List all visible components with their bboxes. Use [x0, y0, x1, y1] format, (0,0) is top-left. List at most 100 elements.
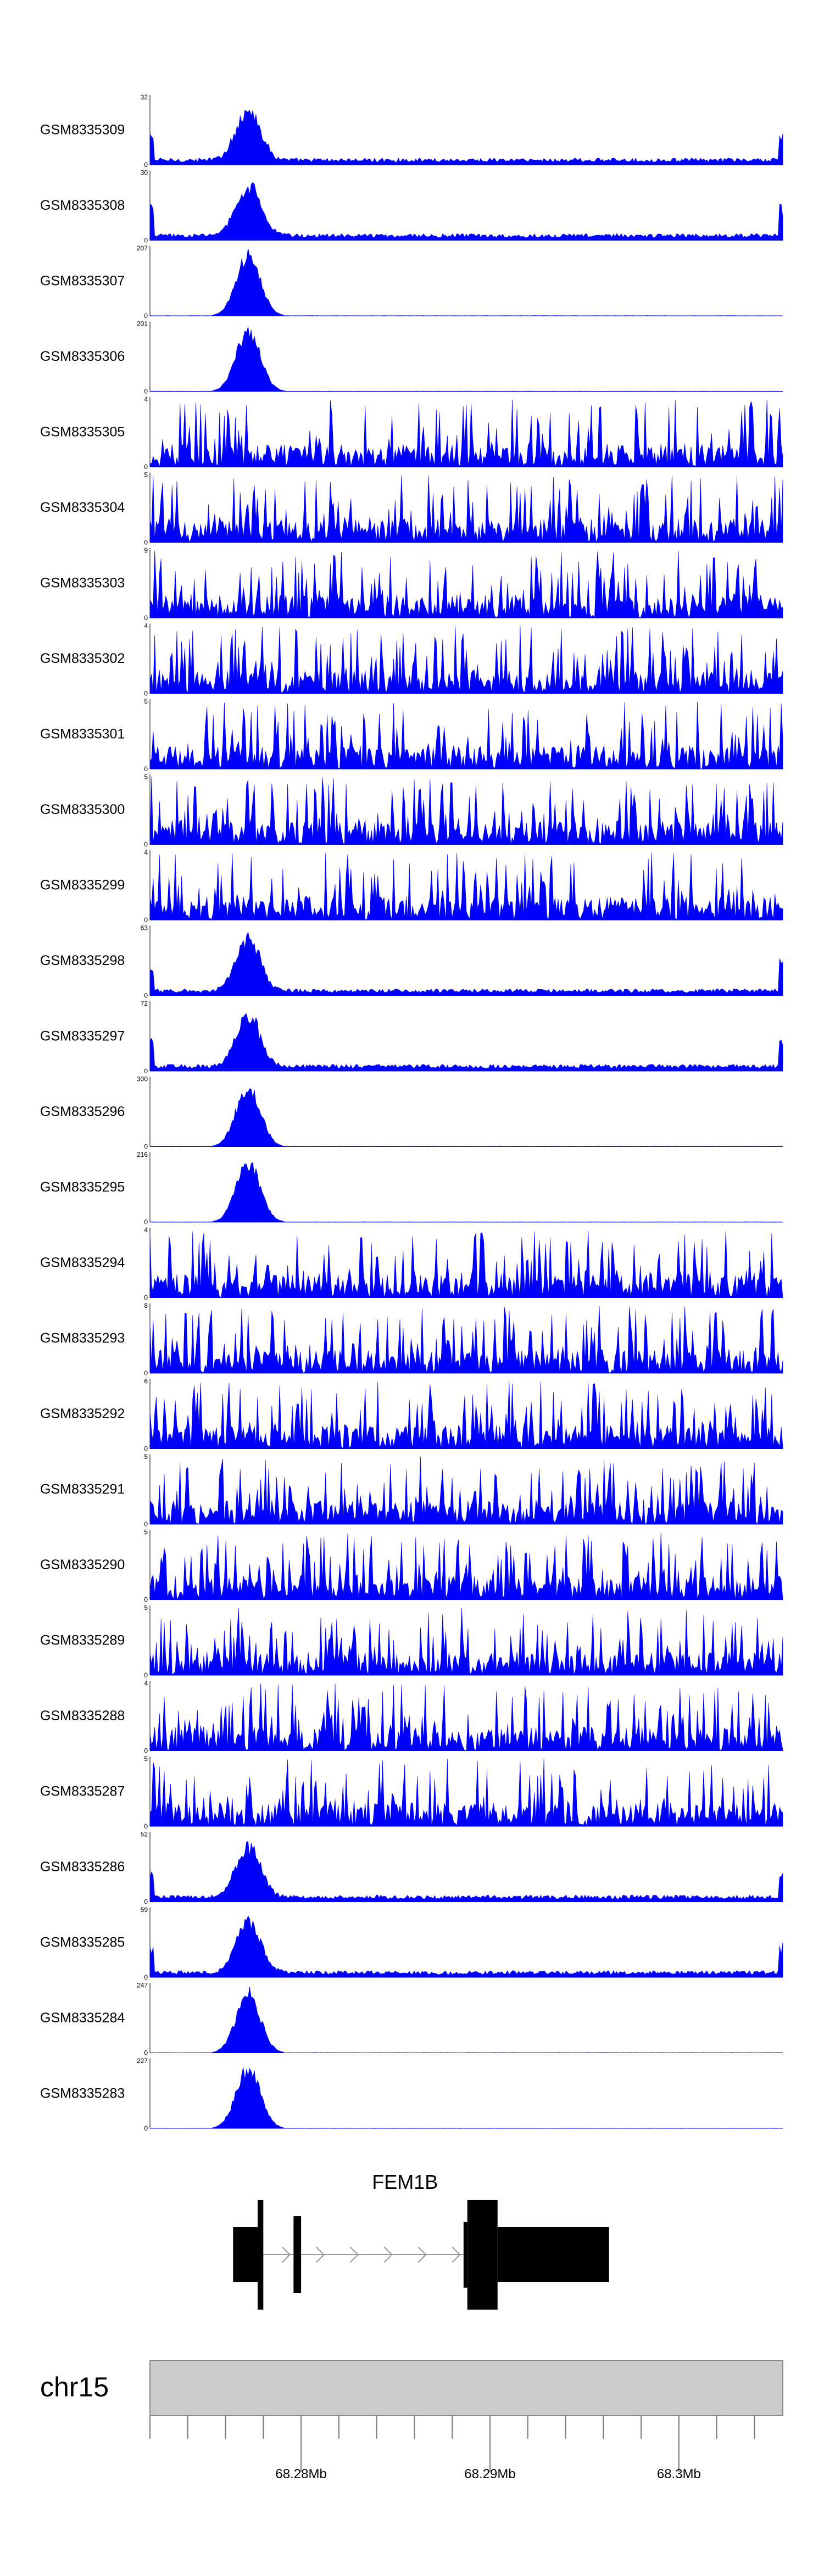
track-gsm8335289: GSM8335289 5 0 [40, 1604, 783, 1679]
track-gsm8335302: GSM8335302 4 0 [40, 622, 783, 698]
y-min-label: 0 [144, 463, 148, 471]
chromosome-band [149, 2360, 783, 2416]
track-gsm8335288: GSM8335288 4 0 [40, 1680, 783, 1755]
track-label: GSM8335303 [40, 576, 125, 591]
signal-area [149, 1759, 783, 1827]
track-gsm8335293: GSM8335293 8 0 [40, 1302, 783, 1377]
signal-area [149, 1532, 783, 1601]
track-label: GSM8335292 [40, 1406, 125, 1421]
y-min-label: 0 [144, 1822, 148, 1830]
strand-arrow [349, 2246, 359, 2263]
track-label: GSM8335309 [40, 122, 125, 138]
y-max-label: 52 [141, 1831, 148, 1838]
track-gsm8335296: GSM8335296 300 0 [40, 1075, 783, 1151]
y-min-label: 0 [144, 2125, 148, 2132]
exon-block [293, 2216, 302, 2293]
gene-name: FEM1B [372, 2171, 438, 2193]
y-max-label: 32 [141, 93, 148, 101]
signal-area [149, 852, 783, 921]
y-max-label: 72 [141, 1000, 148, 1007]
y-max-label: 63 [141, 924, 148, 932]
track-gsm8335306: GSM8335306 201 0 [40, 320, 783, 395]
track-gsm8335291: GSM8335291 5 0 [40, 1453, 783, 1528]
y-max-label: 227 [137, 2057, 148, 2065]
track-gsm8335300: GSM8335300 5 0 [40, 773, 783, 849]
track-gsm8335295: GSM8335295 216 0 [40, 1151, 783, 1226]
tick-label: 68.29Mb [464, 2467, 515, 2482]
y-min-label: 0 [144, 841, 148, 849]
y-min-label: 0 [144, 1747, 148, 1755]
signal-area [149, 1915, 783, 1978]
y-max-label: 247 [137, 1982, 148, 1989]
track-gsm8335301: GSM8335301 5 0 [40, 698, 783, 773]
y-min-label: 0 [144, 1143, 148, 1151]
y-min-label: 0 [144, 1596, 148, 1604]
track-label: GSM8335289 [40, 1633, 125, 1648]
track-gsm8335285: GSM8335285 59 0 [40, 1906, 783, 1981]
track-label: GSM8335296 [40, 1104, 125, 1119]
track-label: GSM8335306 [40, 349, 125, 364]
y-max-label: 4 [144, 1226, 148, 1234]
track-label: GSM8335283 [40, 2086, 125, 2101]
y-max-label: 59 [141, 1906, 148, 1914]
track-gsm8335298: GSM8335298 63 0 [40, 924, 783, 1000]
chromosome-label: chr15 [40, 2372, 109, 2402]
track-gsm8335294: GSM8335294 4 0 [40, 1226, 783, 1302]
y-max-label: 6 [144, 1378, 148, 1385]
signal-area [149, 1683, 783, 1751]
strand-arrow [282, 2246, 291, 2263]
signal-area [149, 109, 783, 165]
signal-area [149, 399, 783, 467]
y-max-label: 4 [144, 1680, 148, 1687]
strand-arrow [315, 2246, 325, 2263]
y-min-label: 0 [144, 916, 148, 924]
exon-block [258, 2200, 264, 2310]
track-label: GSM8335284 [40, 2010, 125, 2026]
track-gsm8335303: GSM8335303 9 0 [40, 547, 783, 622]
y-min-label: 0 [144, 312, 148, 320]
track-label: GSM8335285 [40, 1935, 125, 1950]
track-gsm8335284: GSM8335284 247 0 [40, 1982, 783, 2057]
signal-area [149, 626, 783, 694]
tick-label: 68.28Mb [275, 2467, 326, 2482]
y-min-label: 0 [144, 2049, 148, 2057]
y-min-label: 0 [144, 1898, 148, 1906]
exon-block [233, 2227, 258, 2282]
signal-area [149, 1162, 783, 1223]
signal-area [149, 932, 783, 996]
y-min-label: 0 [144, 1369, 148, 1377]
y-min-label: 0 [144, 1671, 148, 1679]
track-gsm8335305: GSM8335305 4 0 [40, 395, 783, 471]
y-max-label: 5 [144, 1529, 148, 1536]
track-gsm8335283: GSM8335283 227 0 [40, 2057, 783, 2132]
track-label: GSM8335300 [40, 802, 125, 817]
y-max-label: 201 [137, 320, 148, 328]
signal-area [149, 475, 783, 543]
y-max-label: 8 [144, 1302, 148, 1309]
y-min-label: 0 [144, 1067, 148, 1075]
track-label: GSM8335299 [40, 878, 125, 893]
signal-area [149, 1987, 783, 2053]
track-label: GSM8335305 [40, 425, 125, 440]
signal-area [149, 326, 783, 392]
signal-area [149, 1013, 783, 1072]
track-label: GSM8335295 [40, 1180, 125, 1195]
track-gsm8335297: GSM8335297 72 0 [40, 1000, 783, 1075]
signal-area [149, 777, 783, 845]
track-gsm8335309: GSM8335309 32 0 [40, 93, 783, 169]
track-label: GSM8335291 [40, 1482, 125, 1497]
signal-area [149, 701, 783, 770]
y-max-label: 5 [144, 1755, 148, 1763]
y-max-label: 5 [144, 698, 148, 705]
track-gsm8335299: GSM8335299 4 0 [40, 849, 783, 924]
track-label: GSM8335287 [40, 1784, 125, 1799]
track-label: GSM8335301 [40, 727, 125, 742]
track-label: GSM8335288 [40, 1708, 125, 1724]
exon-block [467, 2200, 498, 2310]
y-min-label: 0 [144, 1218, 148, 1226]
y-max-label: 216 [137, 1151, 148, 1158]
y-min-label: 0 [144, 614, 148, 622]
y-max-label: 4 [144, 849, 148, 856]
track-label: GSM8335294 [40, 1255, 125, 1270]
